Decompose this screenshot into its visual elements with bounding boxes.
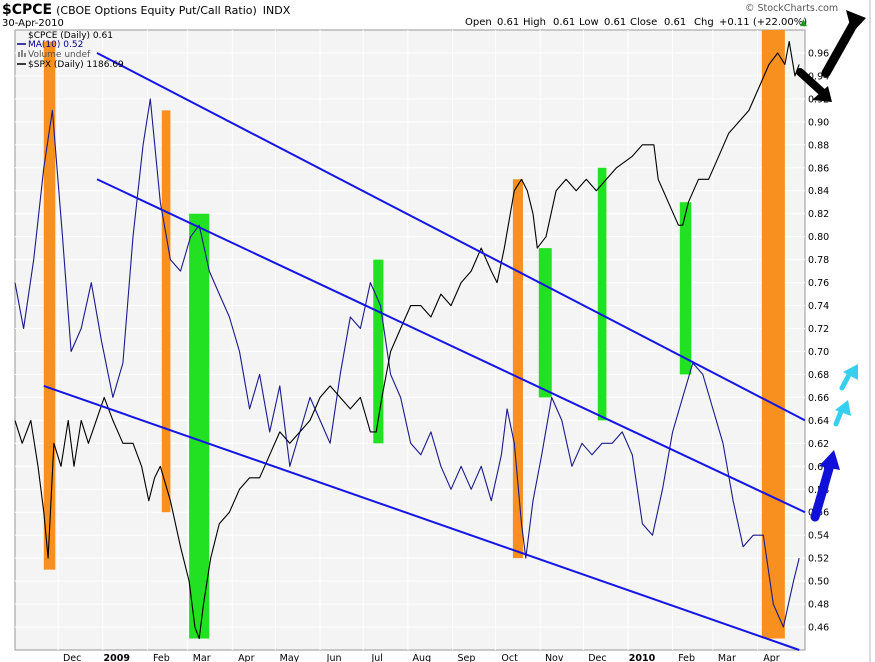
green-highlight-bar <box>373 259 384 444</box>
x-tick-label: 2010 <box>629 653 656 662</box>
legend-item-ma: MA(10) 0.52 <box>28 40 83 50</box>
y-tick-label: 0.52 <box>808 554 829 565</box>
orange-highlight-bar <box>761 30 785 639</box>
x-tick-label: Aug <box>413 653 432 662</box>
plot-background <box>14 29 806 651</box>
y-tick-label: 0.86 <box>808 163 829 174</box>
svg-text:0.61: 0.61 <box>664 17 686 28</box>
chg-up-icon: ▲ <box>800 18 807 28</box>
watermark: © StockCharts.com <box>745 3 838 14</box>
legend-marker-volume <box>18 50 26 57</box>
annotation-arrows <box>796 10 866 522</box>
y-tick-label: 0.60 <box>808 462 829 473</box>
x-tick-label: Mar <box>718 653 736 662</box>
svg-text:+0.11 (+22.00%): +0.11 (+22.00%) <box>719 17 807 28</box>
x-tick-label: 2009 <box>104 653 130 662</box>
y-tick-label: 0.54 <box>808 531 829 542</box>
highlight-bars <box>43 30 785 639</box>
x-tick-label: Feb <box>678 653 695 662</box>
grid-lines <box>15 30 805 650</box>
chart-date: 30-Apr-2010 <box>2 18 64 29</box>
y-tick-label: 0.62 <box>808 439 829 450</box>
cyan-arrow-lower-icon <box>833 400 851 427</box>
y-tick-label: 0.68 <box>808 370 829 381</box>
y-tick-label: 0.46 <box>808 623 829 634</box>
y-tick-label: 0.72 <box>808 324 829 335</box>
series-lines <box>14 40 800 640</box>
y-tick-label: 0.64 <box>808 416 829 427</box>
x-tick-label: May <box>280 653 300 662</box>
orange-highlight-bar <box>43 41 56 570</box>
blue-up-arrow-icon <box>810 450 840 522</box>
y-tick-label: 0.94 <box>808 71 829 82</box>
y-tick-label: 0.82 <box>808 209 829 220</box>
channel-line-2 <box>96 178 806 514</box>
x-tick-label: Sep <box>457 653 475 662</box>
green-highlight-bar <box>597 167 607 421</box>
svg-text:Close: Close <box>630 17 657 28</box>
svg-text:Low: Low <box>579 17 599 28</box>
y-tick-label: 0.96 <box>808 48 829 59</box>
x-tick-label: Dec <box>588 653 606 662</box>
y-tick-label: 0.50 <box>808 577 829 588</box>
legend: $CPCE (Daily) 0.61 MA(10) 0.52 Volume un… <box>17 31 124 70</box>
y-tick-label: 0.88 <box>808 140 829 151</box>
green-highlight-bar <box>189 213 210 639</box>
legend-item-volume: Volume undef <box>28 50 91 60</box>
chart-description: (CBOE Options Equity Put/Call Ratio) <box>56 4 257 17</box>
cyan-arrow-upper-icon <box>839 364 858 391</box>
svg-text:Open: Open <box>465 17 492 28</box>
trend-channel-lines <box>43 52 806 651</box>
x-tick-label: Nov <box>545 653 564 662</box>
legend-item-spx: $SPX (Daily) 1186.69 <box>28 60 124 70</box>
y-tick-label: 0.76 <box>808 278 829 289</box>
orange-highlight-bar <box>161 110 171 513</box>
x-tick-label: Dec <box>63 653 81 662</box>
x-tick-label: Jun <box>326 653 342 662</box>
orange-highlight-bar <box>512 179 523 559</box>
svg-text:Chg: Chg <box>694 17 714 28</box>
y-axis-ticks: 0.960.940.920.900.880.860.840.820.800.78… <box>808 48 829 633</box>
svg-text:0.61: 0.61 <box>553 17 575 28</box>
x-axis-ticks: Dec 2009 Feb Mar Apr May Jun Jul Aug Sep Oct Nov Dec… <box>63 653 780 662</box>
y-tick-label: 0.78 <box>808 255 829 266</box>
channel-line-1 <box>96 52 806 422</box>
black-up-arrow-icon <box>821 10 866 78</box>
green-highlight-bar <box>679 202 692 375</box>
channel-line-3 <box>43 384 800 651</box>
ma-series-line <box>14 98 800 628</box>
green-highlight-bar <box>538 248 552 398</box>
svg-text:High: High <box>523 17 546 28</box>
x-tick-label: Feb <box>153 653 170 662</box>
spx-series-line <box>14 40 800 640</box>
legend-item-cpce: $CPCE (Daily) 0.61 <box>28 31 113 41</box>
y-tick-label: 0.66 <box>808 393 829 404</box>
y-tick-label: 0.80 <box>808 232 829 243</box>
y-tick-label: 0.84 <box>808 186 829 197</box>
x-tick-label: Jul <box>370 653 382 662</box>
y-tick-label: 0.74 <box>808 301 829 312</box>
x-tick-label: Oct <box>501 653 518 662</box>
svg-text:0.61: 0.61 <box>604 17 626 28</box>
exchange-label: INDX <box>263 4 291 17</box>
y-tick-label: 0.90 <box>808 117 829 128</box>
y-tick-label: 0.70 <box>808 347 829 358</box>
ohlc-readout: Open 0.61 High 0.61 Low 0.61 Close 0.61 … <box>465 17 807 28</box>
x-tick-label: Apr <box>238 653 255 662</box>
svg-text:0.61: 0.61 <box>497 17 519 28</box>
x-tick-label: Apr <box>763 653 780 662</box>
x-tick-label: Mar <box>193 653 211 662</box>
y-tick-label: 0.48 <box>808 600 829 611</box>
black-down-arrow-icon <box>796 68 832 102</box>
chart-symbol: $CPCE <box>2 2 52 18</box>
